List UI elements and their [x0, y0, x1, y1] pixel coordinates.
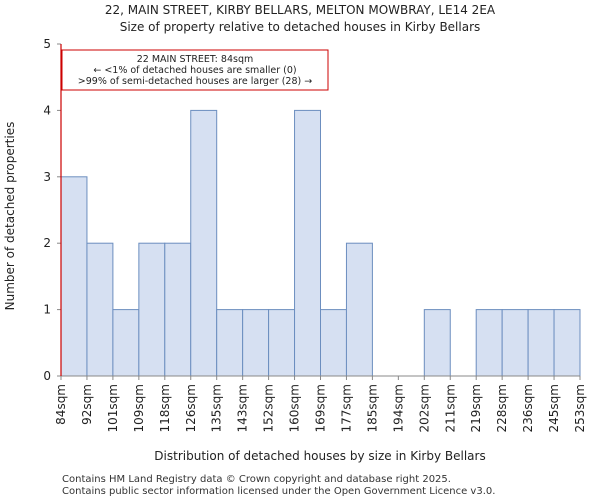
y-tick-label: 4: [43, 103, 51, 117]
annotation-frame: [61, 49, 329, 91]
y-tick-label: 0: [43, 369, 51, 383]
x-tick-label: 236sqm: [521, 384, 535, 432]
bar-202sqm: [423, 309, 451, 377]
x-tick-label: 101sqm: [106, 384, 120, 432]
y-axis-label: Number of detached properties: [3, 122, 17, 311]
bar-101sqm: [112, 309, 140, 377]
bar-228sqm: [501, 309, 529, 377]
annotation-box: 22 MAIN STREET: 84sqm ← <1% of detached …: [61, 49, 329, 91]
bar-143sqm: [242, 309, 270, 377]
y-tick-label: 5: [43, 37, 51, 51]
footer-line-2: Contains public sector information licen…: [62, 486, 495, 497]
bar-152sqm: [268, 309, 296, 377]
bar-169sqm: [320, 309, 347, 377]
bar-109sqm: [138, 242, 166, 377]
y-axis-ticks: 0 1 2 3 4 5: [43, 37, 61, 383]
x-tick-label: 109sqm: [132, 384, 146, 432]
y-tick-label: 3: [43, 170, 51, 184]
bar-160sqm: [294, 109, 321, 377]
bar-219sqm: [475, 309, 503, 377]
annotation-line-3: >99% of semi-detached houses are larger …: [78, 76, 312, 87]
bar-177sqm: [345, 242, 373, 377]
y-tick-label: 1: [43, 303, 51, 317]
x-tick-label: 228sqm: [495, 384, 509, 432]
y-tick-label: 2: [43, 236, 51, 250]
x-axis-ticks: 84sqm 92sqm 101sqm 109sqm 118sqm 126sqm 135sqm…: [54, 376, 587, 432]
bar-92sqm: [86, 242, 114, 377]
x-tick-label: 245sqm: [547, 384, 561, 432]
bar-236sqm: [527, 309, 555, 377]
x-tick-label: 126sqm: [184, 384, 198, 432]
chart-subtitle: Size of property relative to detached ho…: [120, 20, 481, 34]
x-tick-label: 143sqm: [236, 384, 250, 432]
x-tick-label: 135sqm: [210, 384, 224, 432]
bar-135sqm: [216, 309, 244, 377]
x-tick-label: 177sqm: [339, 384, 353, 432]
annotation-line-2: ← <1% of detached houses are smaller (0): [93, 65, 296, 76]
footer-line-1: Contains HM Land Registry data © Crown c…: [62, 474, 451, 485]
bar-84sqm: [60, 176, 88, 377]
x-tick-label: 253sqm: [573, 384, 587, 432]
bar-118sqm: [164, 242, 192, 377]
x-tick-label: 219sqm: [469, 384, 483, 432]
x-tick-label: 211sqm: [443, 384, 457, 432]
x-tick-label: 118sqm: [158, 384, 172, 432]
x-tick-label: 194sqm: [391, 384, 405, 432]
x-tick-label: 152sqm: [262, 384, 276, 432]
x-tick-label: 169sqm: [314, 384, 328, 432]
chart-title: 22, MAIN STREET, KIRBY BELLARS, MELTON M…: [105, 3, 496, 17]
x-tick-label: 92sqm: [80, 384, 94, 425]
x-axis-label: Distribution of detached houses by size …: [154, 449, 485, 463]
bar-245sqm: [553, 309, 581, 377]
annotation-line-1: 22 MAIN STREET: 84sqm: [137, 54, 253, 65]
x-tick-label: 202sqm: [417, 384, 431, 432]
x-tick-label: 160sqm: [288, 384, 302, 432]
x-tick-label: 84sqm: [54, 384, 68, 425]
bar-126sqm: [190, 109, 218, 377]
bars-group: [60, 109, 581, 377]
x-tick-label: 185sqm: [365, 384, 379, 432]
